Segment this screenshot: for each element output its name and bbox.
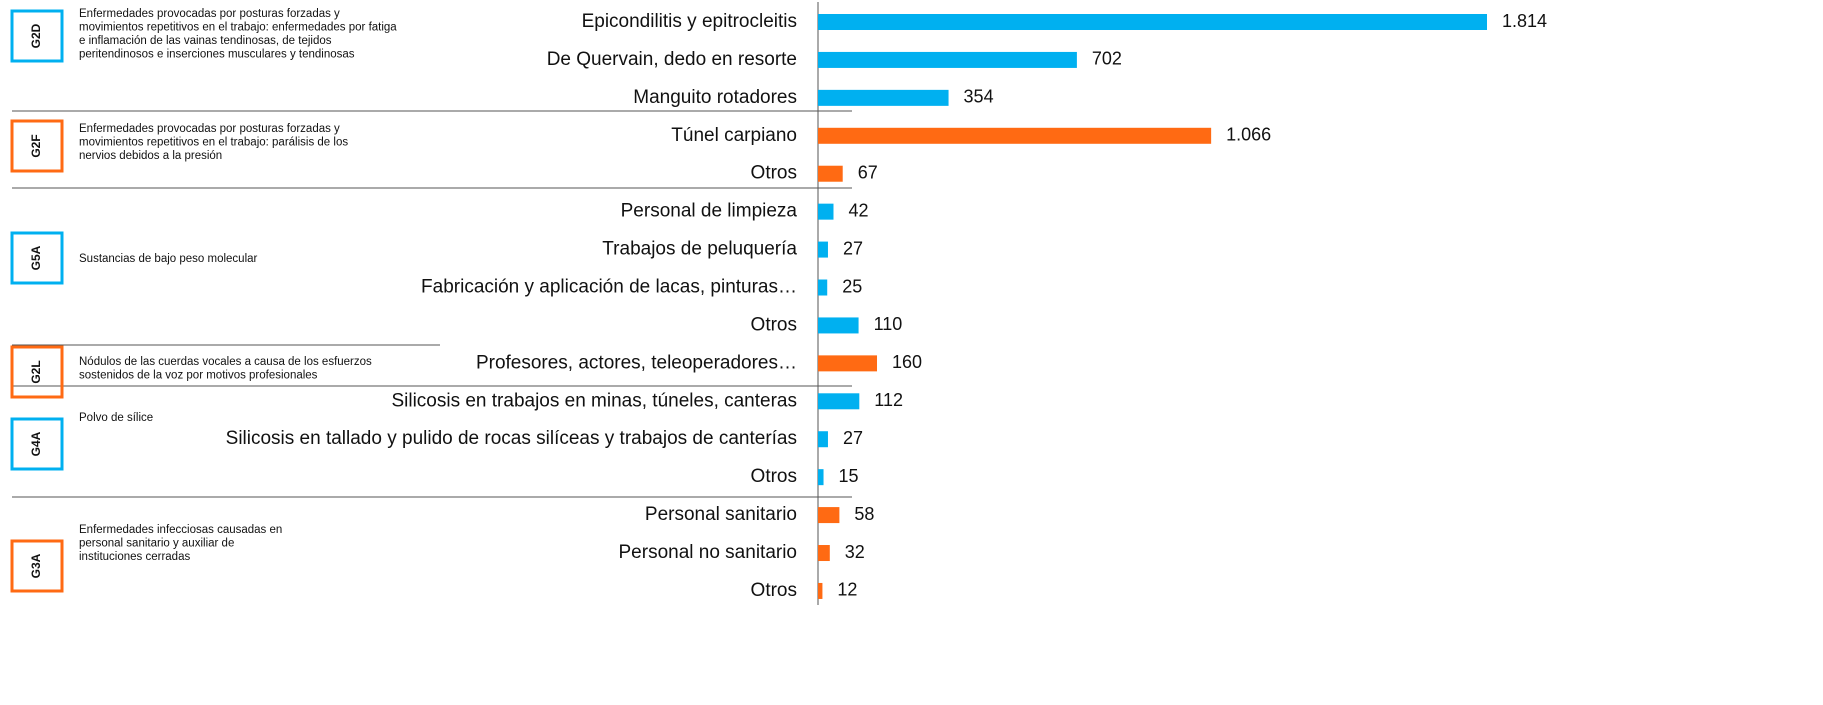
bar [818, 165, 843, 182]
group-badge [10, 539, 64, 593]
bar [818, 469, 824, 486]
group-description: movimientos repetitivos en el trabajo: e… [79, 22, 397, 34]
group-description: nervios debidos a la presión [79, 150, 222, 162]
group-badge [10, 9, 64, 63]
group-code: G3A [29, 553, 43, 578]
group-code: G4A [29, 431, 43, 456]
value-label: 1.814 [1502, 11, 1547, 31]
group-code: G5A [29, 245, 43, 270]
group-description: instituciones cerradas [79, 551, 190, 563]
group-description: Polvo de sílice [79, 412, 153, 424]
group-code: G2F [29, 134, 43, 157]
category-label: Túnel carpiano [671, 125, 797, 146]
value-label: 27 [843, 238, 863, 258]
bar [818, 355, 878, 372]
group-badge [10, 231, 64, 285]
category-label: Epicondilitis y epitrocleitis [582, 11, 797, 32]
value-label: 12 [837, 580, 857, 600]
category-label: Personal sanitario [645, 504, 797, 525]
bar [818, 317, 859, 334]
value-label: 27 [843, 428, 863, 448]
group-description: Sustancias de bajo peso molecular [79, 253, 258, 265]
value-label: 354 [964, 87, 994, 107]
value-label: 112 [874, 390, 903, 410]
bar [818, 127, 1212, 144]
bar [818, 51, 1077, 68]
category-label: Manguito rotadores [633, 87, 797, 108]
group-code: G2L [29, 360, 43, 383]
category-label: Otros [751, 466, 797, 487]
value-label: 1.066 [1226, 125, 1271, 145]
group-badge [10, 417, 64, 471]
value-label: 32 [845, 542, 865, 562]
value-label: 58 [854, 504, 874, 524]
bar [818, 393, 860, 410]
group-description: peritendinosos e inserciones musculares … [79, 49, 355, 61]
group-description: Enfermedades provocadas por posturas for… [79, 123, 340, 135]
category-label: Otros [751, 580, 797, 601]
bar [818, 14, 1488, 30]
separators [12, 110, 852, 498]
group-description: personal sanitario y auxiliar de [79, 538, 234, 550]
category-label: Trabajos de peluquería [602, 239, 797, 260]
category-label: Silicosis en tallado y pulido de rocas s… [226, 428, 797, 449]
value-label: 67 [858, 162, 878, 182]
category-label: De Quervain, dedo en resorte [547, 49, 797, 70]
value-label: 25 [842, 276, 862, 296]
category-label: Otros [751, 314, 797, 335]
bar [818, 241, 828, 258]
category-label: Profesores, actores, teleoperadores… [476, 352, 797, 373]
category-label: Otros [751, 163, 797, 184]
category-label: Silicosis en trabajos en minas, túneles,… [391, 390, 797, 411]
bar [818, 203, 834, 220]
group-description: e inflamación de las vainas tendinosas, … [79, 35, 332, 47]
value-label: 110 [874, 314, 903, 334]
value-label: 42 [848, 200, 868, 220]
category-label: Personal no sanitario [619, 542, 798, 563]
bar [818, 507, 840, 524]
group-badge [10, 119, 64, 173]
group-description: Enfermedades infecciosas causadas en [79, 524, 282, 536]
group-code: G2D [29, 23, 43, 48]
bar [818, 279, 828, 296]
bar [818, 89, 949, 106]
group-description: movimientos repetitivos en el trabajo: p… [79, 137, 348, 149]
category-label: Fabricación y aplicación de lacas, pintu… [421, 277, 797, 298]
group-badge [10, 345, 64, 399]
category-label: Personal de limpieza [621, 201, 798, 222]
value-label: 160 [892, 352, 922, 372]
value-label: 15 [839, 466, 859, 486]
group-description: Enfermedades provocadas por posturas for… [79, 8, 340, 20]
bar [818, 582, 823, 599]
group-description: Nódulos de las cuerdas vocales a causa d… [79, 356, 372, 368]
group-description: sostenidos de la voz por motivos profesi… [79, 370, 318, 382]
bar [818, 545, 830, 562]
value-label: 702 [1092, 49, 1122, 69]
bar [818, 431, 828, 448]
